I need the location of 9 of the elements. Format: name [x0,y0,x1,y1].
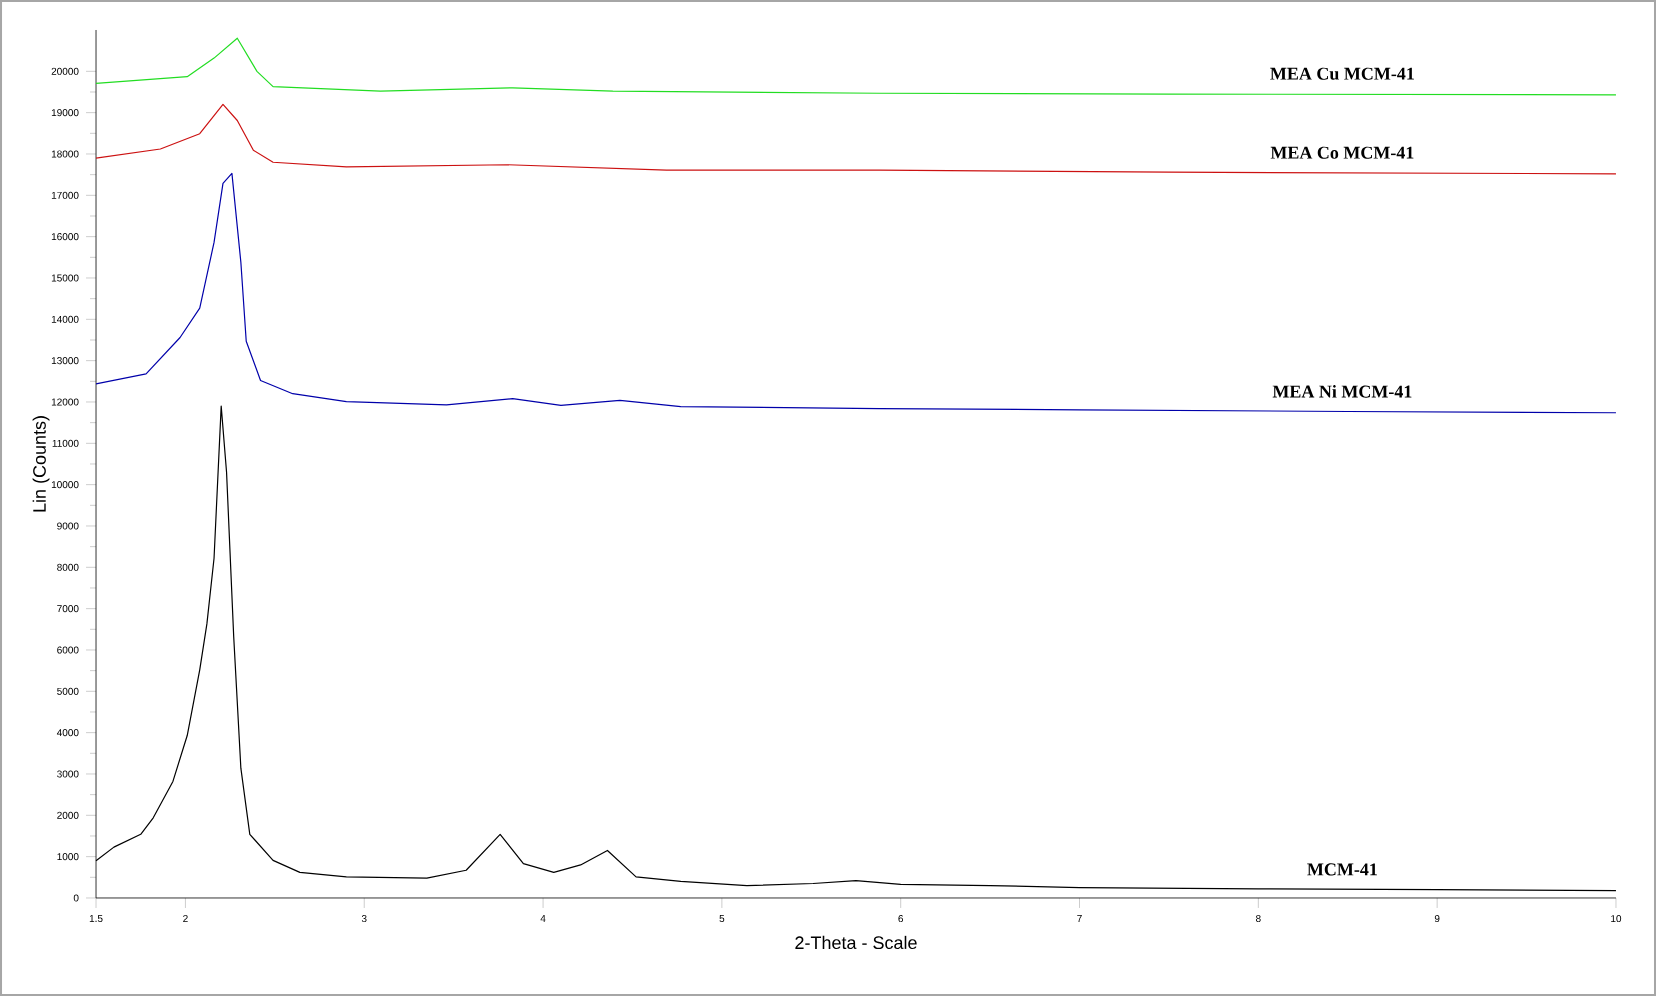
series-label: MEA Ni MCM-41 [1272,385,1412,398]
line-series [95,37,1617,96]
line-series [95,172,1617,414]
series-label: MCM-41 [1307,863,1377,876]
series-label: MEA Co MCM-41 [1270,146,1414,159]
x-axis-title: 2-Theta - Scale [795,935,917,950]
line-series [95,103,1617,175]
y-axis-title: Lin (Counts) [32,416,50,512]
series-label: MEA Cu MCM-41 [1270,67,1414,80]
